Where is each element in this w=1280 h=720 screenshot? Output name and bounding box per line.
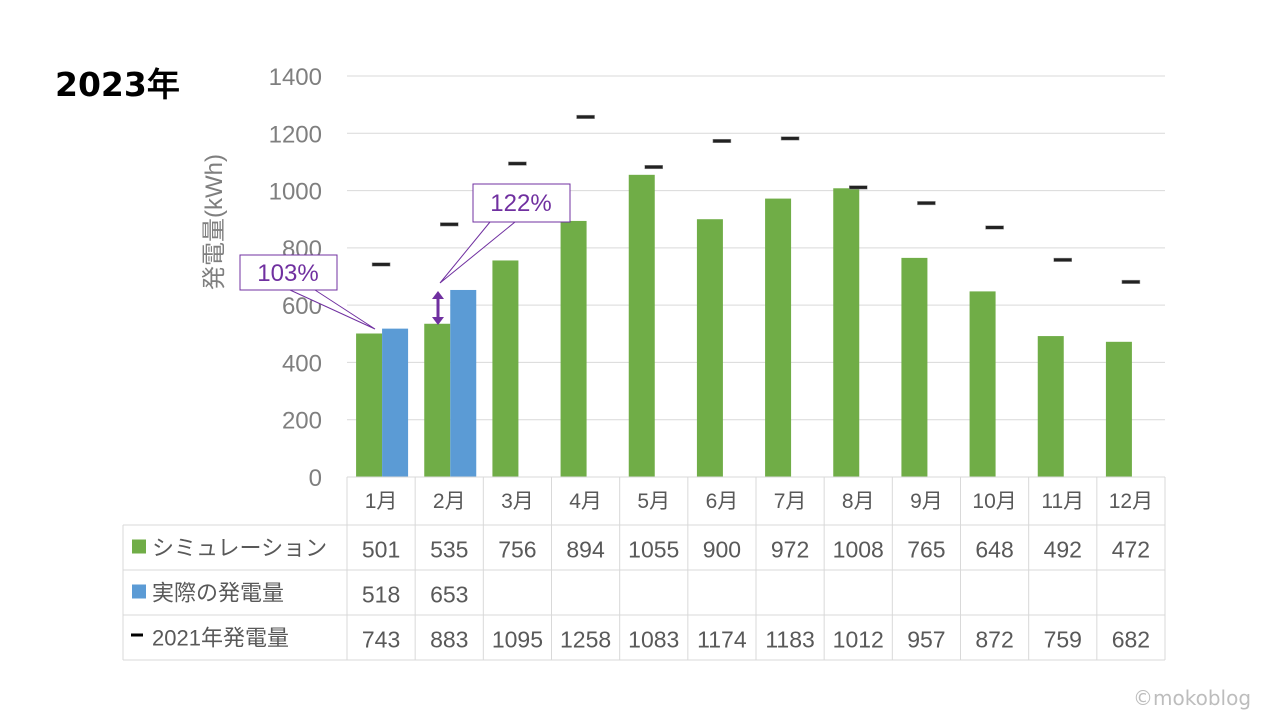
bar-simulation	[356, 333, 383, 477]
table-cell: 1095	[492, 627, 543, 653]
marker-2021	[644, 165, 663, 170]
bar-simulation	[560, 220, 587, 477]
legend-label: 実際の発電量	[152, 581, 284, 606]
marker-2021	[917, 201, 936, 206]
bar-simulation	[1037, 336, 1064, 477]
bar-simulation	[969, 291, 996, 477]
legend-label: シミュレーション	[152, 536, 327, 561]
bar-simulation	[833, 188, 860, 477]
marker-2021	[712, 138, 732, 143]
table-cell: 957	[907, 627, 945, 653]
marker-2021	[1053, 257, 1072, 262]
legend-key-0	[132, 539, 146, 554]
y-tick-label: 1400	[269, 64, 322, 91]
table-cell: 1258	[560, 627, 611, 653]
marker-2021	[985, 225, 1004, 230]
callout-label: 122%	[490, 190, 551, 217]
x-tick-label: 1月	[365, 490, 398, 513]
table-cell: 653	[430, 582, 468, 608]
table-cell: 872	[975, 627, 1013, 653]
callout-label: 103%	[257, 260, 318, 287]
legend-label: 2021年発電量	[152, 626, 289, 651]
y-axis-label: 発電量(kWh)	[201, 154, 228, 290]
x-tick-label: 10月	[972, 490, 1016, 513]
x-tick-label: 3月	[501, 490, 534, 513]
y-tick-label: 0	[309, 465, 322, 492]
marker-2021	[1121, 279, 1141, 284]
table-cell: 900	[703, 537, 741, 563]
bar-simulation	[492, 260, 519, 477]
bar-simulation	[901, 257, 928, 477]
marker-2021	[508, 161, 527, 166]
table-cell: 682	[1112, 627, 1150, 653]
marker-2021	[440, 222, 459, 227]
callout-box	[472, 183, 571, 223]
legend-key-marker	[131, 633, 143, 637]
table-cell: 894	[566, 537, 605, 563]
table-cell: 883	[430, 627, 468, 653]
table-cell: 1174	[697, 627, 747, 653]
y-tick-label: 1000	[269, 179, 322, 206]
table-cell: 1183	[765, 627, 814, 653]
legend-key-1	[132, 584, 146, 599]
table-cell: 1008	[833, 537, 884, 563]
double-arrow-icon	[432, 291, 444, 325]
x-tick-label: 12月	[1109, 490, 1153, 513]
table-cell: 759	[1044, 627, 1082, 653]
y-tick-label: 1200	[269, 121, 322, 148]
table-cell: 1012	[833, 627, 884, 653]
table-cell: 472	[1112, 537, 1150, 563]
table-cell: 501	[362, 537, 400, 563]
bar-actual	[450, 289, 477, 477]
callout-pointer	[289, 289, 376, 330]
marker-2021	[371, 262, 391, 267]
bar-simulation	[1105, 341, 1132, 477]
table-cell: 756	[498, 537, 536, 563]
table-cell: 743	[362, 627, 400, 653]
y-tick-label: 400	[282, 350, 322, 377]
x-tick-label: 9月	[910, 490, 943, 513]
y-tick-label: 200	[282, 408, 322, 435]
bar-simulation	[765, 198, 792, 477]
callout-pointer	[439, 221, 516, 284]
x-tick-label: 2月	[433, 490, 466, 513]
x-tick-label: 6月	[706, 490, 739, 513]
bar-simulation	[424, 323, 451, 477]
bar-simulation	[696, 219, 723, 477]
marker-2021	[576, 114, 595, 119]
watermark: ©mokoblog	[1133, 686, 1252, 710]
table-cell: 518	[362, 582, 400, 608]
table-cell: 648	[975, 537, 1013, 563]
page-title: 2023年	[55, 65, 180, 104]
table-cell: 492	[1044, 537, 1082, 563]
callout-box	[239, 254, 338, 291]
x-tick-label: 8月	[842, 490, 875, 513]
table-cell: 535	[430, 537, 468, 563]
marker-2021	[849, 185, 868, 190]
x-tick-label: 5月	[637, 490, 670, 513]
marker-2021	[780, 136, 800, 141]
table-cell: 1055	[628, 537, 679, 563]
x-tick-label: 11月	[1041, 490, 1084, 513]
table-cell: 1083	[628, 627, 679, 653]
bar-simulation	[628, 174, 655, 477]
table-cell: 765	[907, 537, 945, 563]
table-cell: 972	[771, 537, 809, 563]
x-tick-label: 4月	[569, 490, 602, 513]
bar-actual	[382, 328, 409, 477]
x-tick-label: 7月	[774, 490, 807, 513]
